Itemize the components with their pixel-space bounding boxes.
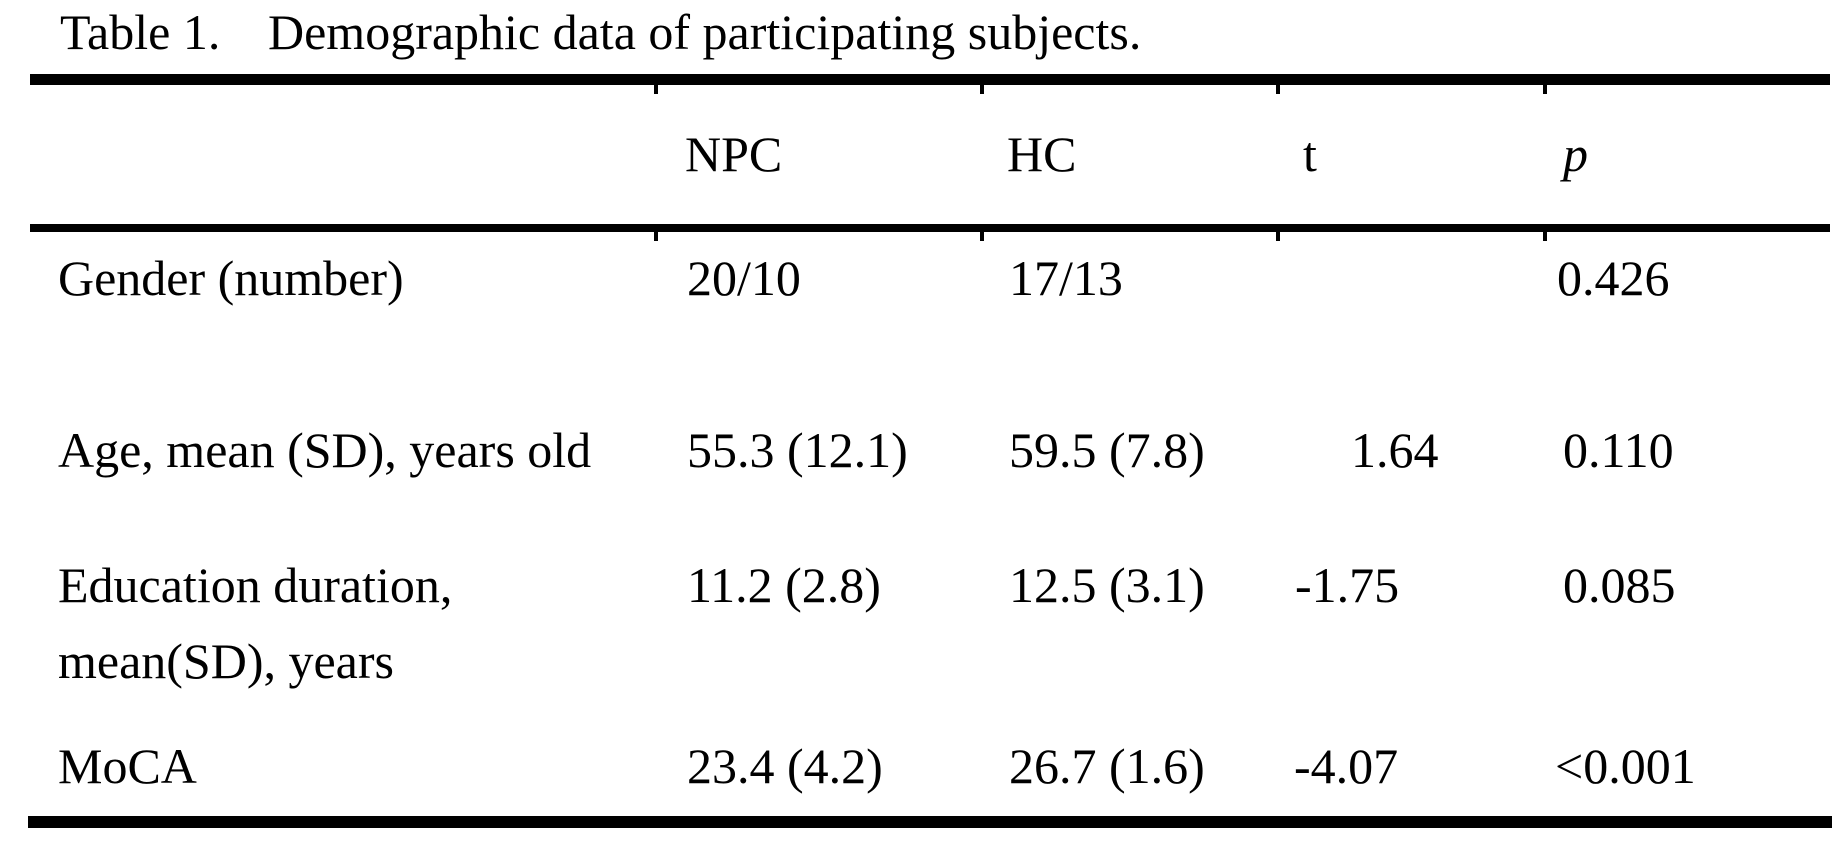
cell-hc: 59.5 (7.8): [1009, 422, 1205, 478]
row-label-line2: mean(SD), years: [58, 633, 394, 689]
cell-npc: 11.2 (2.8): [687, 557, 881, 613]
table-bottom-rule: [28, 816, 1832, 828]
row-label: Age, mean (SD), years old: [58, 422, 592, 478]
cell-p: <0.001: [1555, 738, 1696, 794]
column-boundary-tick: [654, 232, 658, 241]
cell-p: 0.426: [1557, 250, 1670, 306]
cell-t: -4.07: [1294, 738, 1399, 794]
row-label-line1: Education duration,: [58, 557, 453, 613]
cell-npc: 20/10: [687, 250, 801, 306]
cell-t: -1.75: [1295, 557, 1400, 613]
column-boundary-tick: [1276, 85, 1280, 94]
column-header-npc: NPC: [685, 126, 783, 182]
row-label: Gender (number): [58, 250, 404, 306]
column-header-p: p: [1563, 126, 1588, 182]
column-boundary-tick: [980, 232, 984, 241]
cell-p: 0.110: [1563, 422, 1674, 478]
cell-hc: 12.5 (3.1): [1009, 557, 1205, 613]
table-caption-number: Table 1.: [60, 4, 221, 60]
column-boundary-tick: [980, 85, 984, 94]
table-header-rule: [30, 224, 1830, 232]
column-boundary-tick: [1543, 232, 1547, 241]
cell-npc: 23.4 (4.2): [687, 738, 883, 794]
cell-t: 1.64: [1351, 422, 1439, 478]
column-boundary-tick: [654, 85, 658, 94]
column-boundary-tick: [1543, 85, 1547, 94]
table-caption-title: Demographic data of participating subjec…: [268, 4, 1142, 60]
column-header-t: t: [1303, 126, 1317, 182]
cell-npc: 55.3 (12.1): [687, 422, 908, 478]
cell-p: 0.085: [1563, 557, 1676, 613]
column-header-hc: HC: [1007, 126, 1077, 182]
cell-hc: 17/13: [1009, 250, 1123, 306]
row-label: MoCA: [58, 738, 197, 794]
cell-hc: 26.7 (1.6): [1009, 738, 1205, 794]
column-boundary-tick: [1276, 232, 1280, 241]
table-top-rule: [30, 74, 1830, 85]
